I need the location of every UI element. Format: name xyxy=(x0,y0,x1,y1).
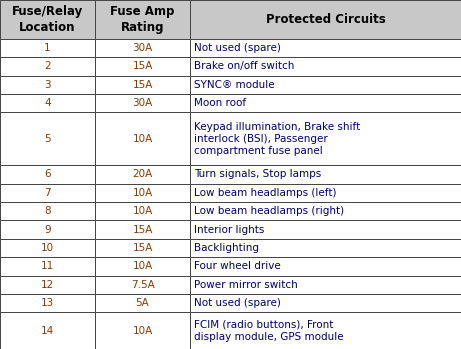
Bar xyxy=(95,0,190,39)
Bar xyxy=(0,275,95,294)
Text: 2: 2 xyxy=(44,61,51,71)
Bar xyxy=(0,0,95,39)
Text: 1: 1 xyxy=(44,43,51,53)
Bar xyxy=(190,57,461,75)
Text: 15A: 15A xyxy=(132,243,153,253)
Text: 14: 14 xyxy=(41,326,54,336)
Bar xyxy=(95,165,190,184)
Text: 13: 13 xyxy=(41,298,54,308)
Text: 11: 11 xyxy=(41,261,54,271)
Bar xyxy=(95,312,190,349)
Bar xyxy=(190,39,461,57)
Text: 10A: 10A xyxy=(132,206,153,216)
Text: 7: 7 xyxy=(44,188,51,198)
Text: Moon roof: Moon roof xyxy=(194,98,246,108)
Bar xyxy=(190,294,461,312)
Text: 5A: 5A xyxy=(136,298,149,308)
Text: 20A: 20A xyxy=(132,170,153,179)
Bar xyxy=(0,94,95,112)
Text: Keypad illumination, Brake shift
interlock (BSI), Passenger
compartment fuse pan: Keypad illumination, Brake shift interlo… xyxy=(194,122,360,156)
Text: FCIM (radio buttons), Front
display module, GPS module: FCIM (radio buttons), Front display modu… xyxy=(194,320,343,342)
Bar xyxy=(190,165,461,184)
Bar xyxy=(0,312,95,349)
Text: Low beam headlamps (right): Low beam headlamps (right) xyxy=(194,206,344,216)
Text: Power mirror switch: Power mirror switch xyxy=(194,280,298,290)
Bar xyxy=(0,57,95,75)
Bar xyxy=(190,221,461,239)
Bar xyxy=(95,112,190,165)
Bar xyxy=(95,75,190,94)
Text: 15A: 15A xyxy=(132,61,153,71)
Text: 3: 3 xyxy=(44,80,51,90)
Bar xyxy=(95,221,190,239)
Bar xyxy=(190,184,461,202)
Bar xyxy=(190,275,461,294)
Bar xyxy=(190,112,461,165)
Text: Low beam headlamps (left): Low beam headlamps (left) xyxy=(194,188,337,198)
Bar xyxy=(0,165,95,184)
Bar xyxy=(190,312,461,349)
Bar xyxy=(95,94,190,112)
Text: SYNC® module: SYNC® module xyxy=(194,80,275,90)
Text: 5: 5 xyxy=(44,134,51,144)
Text: 10A: 10A xyxy=(132,261,153,271)
Bar xyxy=(0,294,95,312)
Bar xyxy=(190,239,461,257)
Bar xyxy=(95,275,190,294)
Text: Protected Circuits: Protected Circuits xyxy=(266,13,385,26)
Text: 15A: 15A xyxy=(132,225,153,235)
Text: Fuse Amp
Rating: Fuse Amp Rating xyxy=(110,5,175,34)
Text: 30A: 30A xyxy=(132,98,153,108)
Text: Turn signals, Stop lamps: Turn signals, Stop lamps xyxy=(194,170,321,179)
Bar xyxy=(95,294,190,312)
Text: 10A: 10A xyxy=(132,134,153,144)
Bar xyxy=(0,112,95,165)
Text: Backlighting: Backlighting xyxy=(194,243,259,253)
Bar xyxy=(190,75,461,94)
Text: Not used (spare): Not used (spare) xyxy=(194,298,281,308)
Bar xyxy=(0,39,95,57)
Bar xyxy=(0,221,95,239)
Bar xyxy=(95,202,190,221)
Bar xyxy=(0,184,95,202)
Bar xyxy=(0,202,95,221)
Bar xyxy=(95,239,190,257)
Bar xyxy=(0,239,95,257)
Text: 4: 4 xyxy=(44,98,51,108)
Text: 9: 9 xyxy=(44,225,51,235)
Bar xyxy=(190,202,461,221)
Text: 10A: 10A xyxy=(132,188,153,198)
Bar xyxy=(0,257,95,275)
Text: Four wheel drive: Four wheel drive xyxy=(194,261,281,271)
Bar xyxy=(190,94,461,112)
Text: Interior lights: Interior lights xyxy=(194,225,264,235)
Text: Fuse/Relay
Location: Fuse/Relay Location xyxy=(12,5,83,34)
Text: 30A: 30A xyxy=(132,43,153,53)
Bar xyxy=(95,184,190,202)
Bar xyxy=(95,257,190,275)
Text: 7.5A: 7.5A xyxy=(130,280,154,290)
Text: 10: 10 xyxy=(41,243,54,253)
Bar xyxy=(95,39,190,57)
Text: 15A: 15A xyxy=(132,80,153,90)
Text: 6: 6 xyxy=(44,170,51,179)
Text: 12: 12 xyxy=(41,280,54,290)
Bar xyxy=(190,0,461,39)
Bar xyxy=(95,57,190,75)
Text: 8: 8 xyxy=(44,206,51,216)
Bar xyxy=(190,257,461,275)
Bar xyxy=(0,75,95,94)
Text: Not used (spare): Not used (spare) xyxy=(194,43,281,53)
Text: Brake on/off switch: Brake on/off switch xyxy=(194,61,295,71)
Text: 10A: 10A xyxy=(132,326,153,336)
